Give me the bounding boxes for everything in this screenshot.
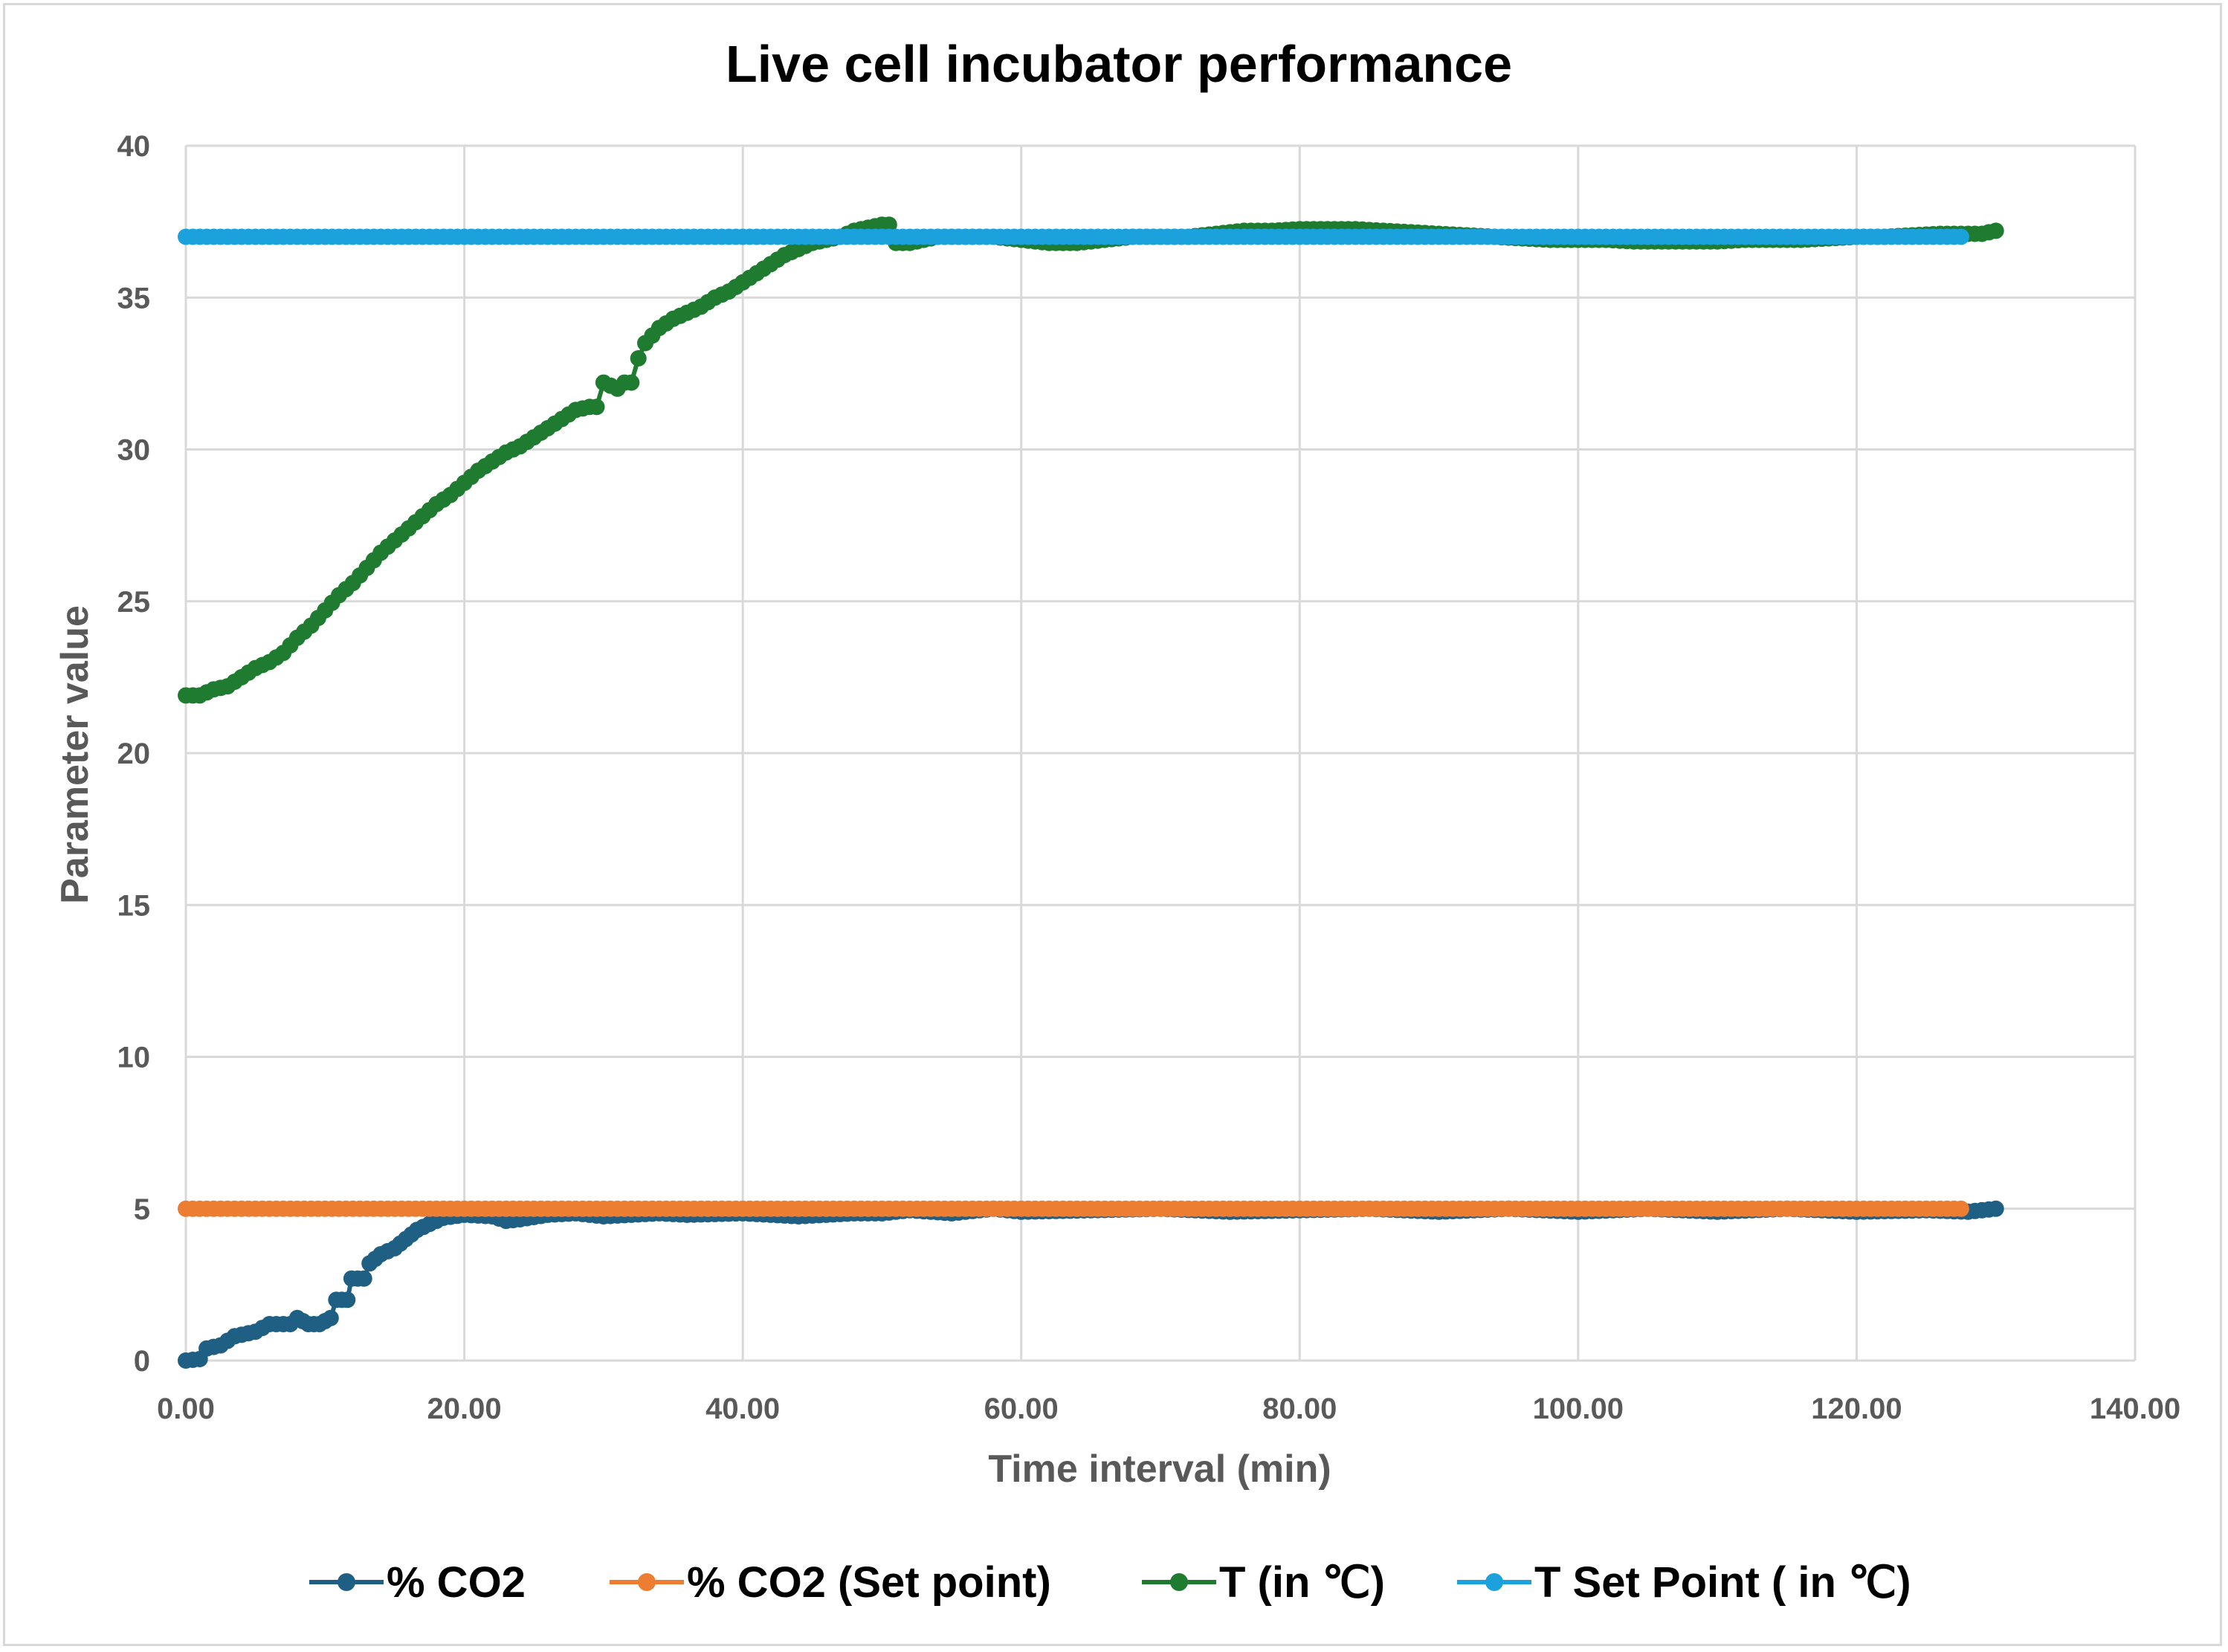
x-tick-label: 60.00 — [984, 1393, 1059, 1425]
y-tick-label: 15 — [117, 889, 151, 922]
x-tick-label: 40.00 — [705, 1393, 780, 1425]
x-tick-label: 0.00 — [157, 1393, 215, 1425]
legend-swatch-marker — [1170, 1573, 1188, 1591]
y-tick-label: 0 — [134, 1345, 150, 1378]
legend-swatch-marker — [1485, 1573, 1503, 1591]
x-axis-title: Time interval (min) — [988, 1448, 1331, 1491]
data-point — [1952, 228, 1969, 245]
series-group — [178, 216, 2004, 1369]
data-point — [355, 1270, 372, 1287]
legend-swatch-marker — [638, 1573, 656, 1591]
y-tick-label: 5 — [134, 1193, 150, 1226]
y-tick-label: 10 — [117, 1042, 151, 1074]
y-axis-ticks: 0 5 10 15 20 25 30 35 40 — [117, 130, 151, 1378]
x-tick-label: 100.00 — [1533, 1393, 1624, 1425]
legend-label: T Set Point ( in ℃) — [1534, 1558, 1911, 1607]
series-line — [185, 1206, 1997, 1363]
data-point — [630, 350, 647, 367]
y-axis-title: Parameter value — [54, 605, 97, 904]
data-point — [588, 399, 605, 416]
x-tick-label: 20.00 — [427, 1393, 502, 1425]
y-tick-label: 20 — [117, 738, 151, 770]
y-tick-label: 40 — [117, 130, 151, 163]
data-point — [1987, 222, 2004, 239]
data-point — [339, 1291, 356, 1309]
legend-label: T (in ℃) — [1219, 1558, 1385, 1607]
y-tick-label: 25 — [117, 586, 151, 619]
legend-item: % CO2 — [309, 1558, 526, 1607]
data-point — [623, 374, 640, 391]
x-tick-label: 120.00 — [1811, 1393, 1902, 1425]
series-0 — [178, 1200, 2004, 1369]
legend-item: % CO2 (Set point) — [610, 1558, 1051, 1607]
y-tick-label: 35 — [117, 282, 151, 314]
data-point — [880, 216, 897, 233]
series-1 — [178, 1200, 1969, 1217]
x-tick-label: 80.00 — [1262, 1393, 1337, 1425]
legend-item: T (in ℃) — [1142, 1558, 1385, 1607]
chart-frame — [3, 3, 2222, 1646]
legend-label: % CO2 — [387, 1558, 526, 1607]
data-point — [1952, 1200, 1969, 1217]
legend: % CO2 % CO2 (Set point) T (in ℃) T Set Poin… — [309, 1558, 1911, 1607]
data-point — [1987, 1200, 2004, 1217]
legend-swatch-marker — [338, 1573, 355, 1591]
chart-title: Live cell incubator performance — [726, 35, 1512, 93]
y-tick-label: 30 — [117, 434, 151, 467]
gridlines — [184, 144, 2137, 1362]
series-2 — [178, 216, 2004, 704]
legend-label: % CO2 (Set point) — [687, 1558, 1051, 1607]
legend-item: T Set Point ( in ℃) — [1457, 1558, 1911, 1607]
series-line — [186, 222, 1997, 698]
series-3 — [178, 228, 1969, 245]
data-point — [322, 1309, 339, 1326]
x-axis-ticks: 0.00 20.00 40.00 60.00 80.00 100.00 120.00 140.… — [157, 1393, 2180, 1425]
x-tick-label: 140.00 — [2090, 1393, 2180, 1425]
